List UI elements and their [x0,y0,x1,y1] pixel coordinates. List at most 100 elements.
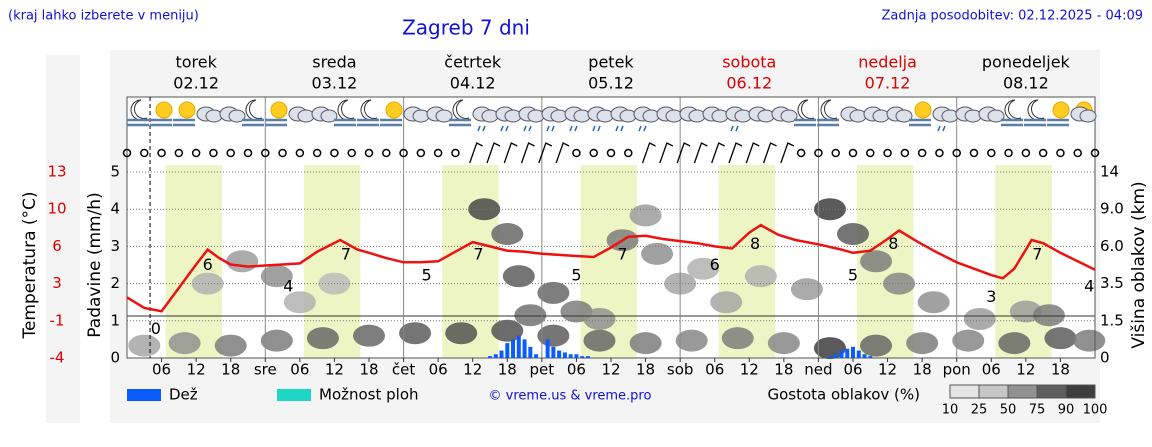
density-swatch [1007,384,1038,399]
rain [638,125,647,132]
x-tick-label: 18 [636,361,655,379]
sun [178,101,196,119]
precip-bar [557,350,562,358]
density-swatch [978,384,1009,399]
density-swatch [1036,384,1067,399]
rain [592,125,601,132]
rain [615,125,624,132]
density-tick-label: 50 [1000,403,1017,418]
precip-bar [839,350,844,358]
cloud [688,109,706,123]
precip-bar [585,356,590,358]
temp-label: 5 [571,266,581,285]
day-date: 04.12 [450,74,496,93]
precip-bar [562,352,567,358]
sun [155,101,173,119]
rain [523,125,532,132]
cloud [780,109,798,123]
temp-tick-label: -4 [50,349,65,367]
cloud [665,109,683,123]
day-name: torek [175,53,217,72]
temperature-line [126,223,1096,313]
cloud [228,109,246,123]
moon [452,99,470,121]
temp-label: 0 [151,319,161,338]
fog [817,118,839,127]
calm-wind [347,148,356,158]
cloud [297,109,315,123]
precip-bar [499,350,504,358]
weather-icon [357,99,379,127]
calm-wind [140,148,149,158]
calm-wind [848,148,858,158]
precip-bar [516,335,521,358]
calm-wind [433,148,443,158]
cloud-cell [767,332,800,355]
density-tick-label: 75 [1029,403,1046,418]
temp-tick-label: 10 [47,200,66,218]
weather-icon [587,106,614,132]
day-date: 06.12 [726,74,772,93]
credit: © vreme.us & vreme.pro [489,389,652,404]
temp-label: 7 [1032,244,1042,263]
density-tick-label: 10 [942,403,959,418]
temp-label: 6 [203,255,213,274]
weather-icon [794,99,816,127]
density-swatch [949,384,980,399]
moon [1027,99,1045,121]
moon [130,99,148,121]
fog [1001,118,1023,127]
calm-wind [883,148,892,158]
calm-wind [1073,148,1082,158]
cloud-cell [629,204,662,227]
calm-wind [866,148,875,158]
cloud-cell [883,272,916,295]
calm-wind [382,148,391,158]
calm-wind [278,148,287,158]
cloud [435,109,453,123]
daylight [995,165,1052,358]
cloud [596,109,614,123]
sun [270,101,288,119]
x-tick-label: 12 [463,361,482,379]
precip-bar [488,356,492,358]
weather-icon [449,99,471,127]
weather-icon [725,106,752,132]
precip-tick-label: 5 [110,163,120,181]
weather-icon [702,106,729,123]
chart-title: Zagreb 7 dni [402,16,530,40]
weather-icon [656,106,683,123]
cloud-cell [1044,327,1077,350]
weather-icon [518,106,545,132]
x-tick-label: 06 [152,361,171,379]
precip-bar [851,346,855,358]
day-name: četrtek [444,53,502,72]
cloud-cell [721,327,754,350]
wind-barb [711,142,726,164]
moon [820,99,838,121]
precip-tick-label: 4 [110,200,120,218]
cloud-cell [502,265,535,288]
moon [1004,99,1022,121]
sun [914,101,932,119]
weather-icon [748,106,775,123]
weather-icon [219,106,246,123]
cloud-cell [583,329,616,352]
daylight [718,165,776,358]
temp-label: 4 [283,276,293,295]
x-tick-label: 12 [740,361,759,379]
x-tick-label: pon [943,361,971,379]
weather-icon [1001,99,1023,127]
calm-wind [900,148,910,158]
precip-bar [827,356,832,358]
cloud-cell [491,223,524,245]
cloud-cell [952,329,985,352]
cloud [320,109,338,123]
cloud-cell [226,250,259,273]
weather-icon [150,101,173,127]
temp-tick-label: 13 [47,163,66,181]
cloud [205,109,223,123]
cloud [941,109,959,123]
day-date: 05.12 [588,74,634,93]
cloud [964,109,982,123]
